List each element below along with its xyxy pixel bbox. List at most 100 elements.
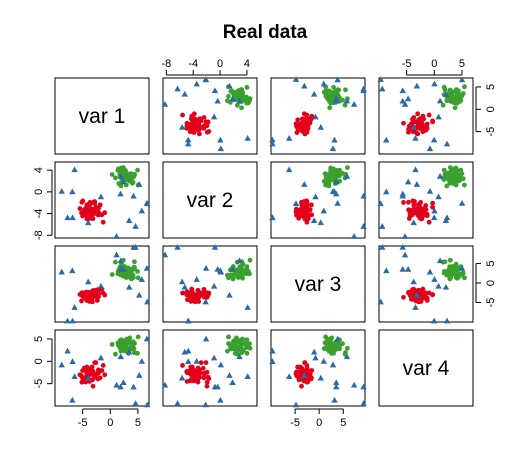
data-point (401, 294, 406, 300)
data-point (458, 167, 464, 173)
data-point-triangle (443, 214, 451, 221)
data-point-triangle (301, 82, 308, 89)
data-point-triangle (360, 223, 367, 229)
data-point (430, 118, 435, 124)
data-point (343, 350, 348, 356)
data-point-triangle (404, 266, 412, 272)
data-point (413, 130, 419, 135)
y-tick-label: 5 (33, 336, 45, 342)
data-point (226, 93, 231, 99)
data-point-triangle (236, 353, 243, 360)
data-point-triangle (379, 85, 386, 92)
data-point-triangle (399, 243, 406, 250)
data-point-triangle (329, 361, 337, 368)
data-point (329, 176, 335, 182)
data-point (340, 171, 345, 176)
data-point-triangle (226, 82, 233, 89)
data-point (195, 290, 201, 295)
x-tick-label: 0 (316, 417, 322, 429)
data-point-triangle (383, 188, 390, 195)
data-point (94, 207, 100, 213)
data-point (244, 269, 250, 274)
data-point-triangle (360, 85, 367, 92)
data-point (112, 259, 118, 265)
data-point-triangle (312, 113, 319, 120)
data-point (180, 290, 185, 296)
data-point-triangle (210, 354, 218, 361)
panel-3-2 (162, 245, 258, 323)
data-point (244, 84, 250, 90)
data-point-triangle (399, 190, 406, 197)
data-point (180, 363, 185, 368)
y-tick-label: -4 (33, 209, 45, 219)
data-point (184, 369, 190, 375)
panel-4-2 (162, 329, 258, 407)
y-tick-label: -5 (33, 379, 45, 389)
data-point-triangle (360, 192, 367, 199)
data-point-triangle (120, 379, 127, 386)
data-point (454, 275, 460, 281)
data-point (415, 211, 421, 217)
data-point-triangle (269, 358, 276, 364)
data-point (90, 383, 96, 389)
x-tick-label: -5 (402, 58, 412, 70)
data-point (421, 116, 427, 122)
data-point-triangle (236, 97, 243, 104)
data-point (121, 167, 127, 173)
data-point (191, 111, 197, 117)
data-point (89, 213, 95, 219)
data-point-triangle (436, 257, 444, 264)
data-point (421, 294, 426, 299)
panel-3-1 (54, 245, 150, 323)
chart-title: Real data (223, 22, 308, 43)
data-point-triangle (310, 90, 318, 97)
data-point-triangle (431, 207, 438, 214)
data-point (93, 360, 99, 366)
data-point (344, 345, 350, 351)
data-point-triangle (236, 257, 243, 264)
data-point (100, 363, 106, 368)
data-point (204, 129, 210, 135)
y-tick-label: 0 (33, 358, 45, 364)
data-point-triangle (431, 276, 438, 282)
data-point-triangle (458, 199, 466, 206)
data-point (462, 275, 467, 281)
data-point (410, 198, 416, 204)
data-point-triangle (117, 383, 124, 390)
data-point (239, 87, 244, 93)
panel-grid: var 1 var 2 var 3 var 4 -8 -4 0 4 -5 0 5 -5 0 5 -5 0 5 -8… (33, 58, 497, 429)
data-point-triangle (426, 188, 434, 194)
data-point (201, 375, 207, 381)
data-point-triangle (292, 76, 300, 82)
data-point (188, 121, 194, 127)
data-point-triangle (210, 282, 218, 289)
data-point (96, 294, 101, 299)
data-point (460, 176, 466, 182)
data-point-triangle (69, 188, 76, 195)
data-point (300, 206, 305, 212)
data-point-triangle (193, 276, 200, 282)
data-point-triangle (343, 353, 351, 360)
data-point-triangle (320, 80, 327, 87)
data-point-triangle (217, 145, 225, 152)
data-point (331, 84, 336, 90)
data-point-triangle (334, 335, 341, 342)
data-point-triangle (317, 374, 324, 381)
data-point-triangle (217, 396, 224, 403)
data-point-triangle (178, 374, 186, 381)
data-point (440, 102, 446, 108)
data-point-triangle (181, 283, 188, 290)
data-point (401, 120, 406, 126)
data-point-triangle (229, 379, 236, 386)
data-point (410, 287, 415, 292)
data-point-triangle (442, 90, 450, 97)
data-point (194, 117, 200, 123)
data-point (131, 172, 137, 177)
data-point (304, 365, 310, 371)
data-point (298, 127, 304, 133)
data-point (447, 180, 453, 186)
data-point-triangle (71, 373, 78, 380)
data-point-triangle (185, 317, 192, 324)
y-tick-label: -8 (33, 230, 45, 240)
data-point (462, 182, 467, 188)
